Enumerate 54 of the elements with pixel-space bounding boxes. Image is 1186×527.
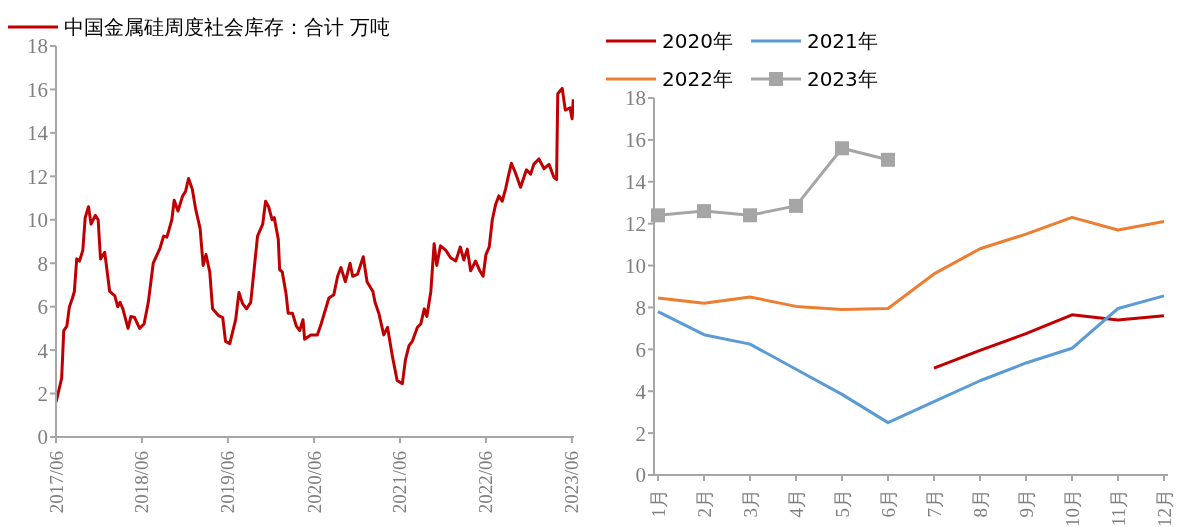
y-tick-label: 4 [635,379,647,404]
line-series [656,215,1166,312]
y-tick-label: 14 [625,170,647,195]
point [697,204,711,219]
x-tick-label: 2021/06 [389,451,411,514]
y-tick-label: 4 [37,338,49,363]
y-tick-label: 8 [37,251,48,276]
y-tick-label: 10 [27,208,48,233]
x-tick-label: 3月 [739,489,761,518]
line-series [932,313,1166,370]
x-tick-label: 4月 [785,489,807,518]
y-tick-label: 2 [37,382,48,407]
x-tick-label: 2023/06 [561,451,583,514]
point [743,208,757,223]
y-tick-label: 18 [625,86,646,111]
legend-label: 中国金属硅周度社会库存：合计 万吨 [64,13,391,41]
y-tick-label: 12 [27,164,48,189]
x-tick-label: 8月 [969,489,991,518]
y-tick-label: 8 [635,295,646,320]
legend-label: 2020年 [662,27,733,55]
point [881,152,895,167]
x-tick-label: 2019/06 [217,451,239,514]
legend-label: 2022年 [662,65,733,93]
legend-label: 2021年 [806,27,878,55]
point [651,208,665,223]
y-tick-label: 6 [37,295,48,320]
x-tick-label: 6月 [877,489,899,518]
x-tick-label: 1月 [647,489,669,518]
y-tick-label: 16 [27,77,48,102]
x-tick-label: 10月 [1061,489,1083,527]
x-tick-label: 2017/06 [45,451,67,514]
y-tick-label: 6 [635,337,646,362]
x-tick-label: 2018/06 [131,451,153,514]
legend-label: 2023年 [806,65,878,93]
y-tick-label: 12 [625,212,646,237]
x-tick-label: 12月 [1153,489,1175,527]
y-tick-label: 10 [625,254,646,279]
point [789,198,803,213]
y-tick-label: 0 [37,425,48,450]
x-tick-label: 2月 [693,489,715,518]
x-tick-label: 11月 [1107,489,1129,527]
y-tick-label: 2 [635,421,646,446]
line-series [656,294,1166,425]
x-tick-label: 7月 [923,489,945,518]
x-tick-label: 9月 [1015,489,1037,518]
x-tick-label: 2020/06 [303,451,325,514]
x-tick-label: 2022/06 [475,451,497,514]
line-series [56,86,574,404]
point [835,141,849,156]
y-tick-label: 14 [27,121,49,146]
y-tick-label: 18 [27,34,48,59]
y-tick-label: 0 [635,463,646,488]
x-tick-label: 5月 [831,489,853,518]
y-tick-label: 16 [625,128,646,153]
